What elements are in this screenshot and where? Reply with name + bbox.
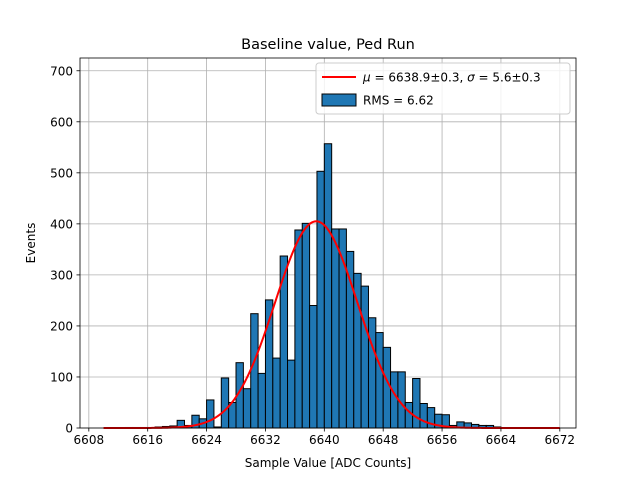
x-tick-label: 6664 (486, 433, 517, 447)
x-tick-label: 6608 (74, 433, 105, 447)
y-axis-ticks: 0 100 200 300 400 500 600 700 (50, 64, 80, 436)
histogram-bar (272, 357, 281, 429)
y-tick-label: 600 (50, 115, 73, 129)
y-tick-label: 100 (50, 370, 73, 384)
histogram-bar (316, 170, 325, 429)
histogram-bar (309, 305, 318, 429)
x-tick-label: 6616 (132, 433, 163, 447)
y-tick-label: 700 (50, 64, 73, 78)
histogram-bars (125, 143, 502, 429)
histogram-bar (301, 222, 311, 429)
x-tick-label: 6648 (368, 433, 399, 447)
histogram-bar (360, 285, 369, 429)
chart-title: Baseline value, Ped Run (241, 37, 415, 53)
histogram-bar (404, 401, 414, 429)
histogram-bar (294, 229, 303, 429)
legend-fit-label: μ = 6638.9±0.3, σ = 5.6±0.3 (362, 71, 541, 85)
y-tick-label: 300 (50, 268, 73, 282)
legend-sigma-value: = 5.6±0.3 (475, 71, 541, 85)
histogram-bar (257, 372, 266, 429)
legend-mu-value: = 6638.9±0.3, (371, 71, 467, 85)
x-tick-label: 6640 (309, 433, 340, 447)
y-tick-label: 200 (50, 319, 73, 333)
histogram-bar (206, 399, 215, 429)
legend-box (315, 62, 571, 115)
histogram-bar (382, 346, 392, 429)
x-tick-label: 6656 (427, 433, 458, 447)
legend: μ = 6638.9±0.3, σ = 5.6±0.3 RMS = 6.62 (315, 62, 571, 115)
x-tick-label: 6624 (191, 433, 222, 447)
legend-mu-symbol: μ (362, 71, 371, 85)
histogram-bar (367, 317, 377, 429)
x-axis-ticks: 6608 6616 6624 6632 6640 6648 6656 6664 6672 (74, 428, 576, 447)
legend-hist-swatch (321, 93, 357, 107)
histogram-bar (419, 403, 428, 429)
histogram-bar (250, 313, 259, 429)
legend-hist-label: RMS = 6.62 (363, 94, 434, 108)
plot-frame (79, 57, 577, 429)
histogram-bar (412, 377, 421, 429)
histogram-bar (375, 332, 384, 429)
x-axis-label: Sample Value [ADC Counts] (245, 456, 411, 470)
y-tick-label: 400 (50, 217, 73, 231)
histogram-bar (323, 143, 333, 429)
histogram-bar (390, 371, 399, 429)
y-axis-label: Events (24, 223, 38, 264)
histogram-bar (287, 359, 296, 429)
histogram-bar (331, 228, 340, 429)
y-tick-label: 500 (50, 166, 73, 180)
histogram-bar (220, 377, 230, 429)
legend-sigma-symbol: σ (467, 71, 475, 85)
x-tick-label: 6672 (545, 433, 576, 447)
x-tick-label: 6632 (250, 433, 281, 447)
histogram-bar (242, 388, 252, 429)
y-tick-label: 0 (65, 422, 73, 436)
